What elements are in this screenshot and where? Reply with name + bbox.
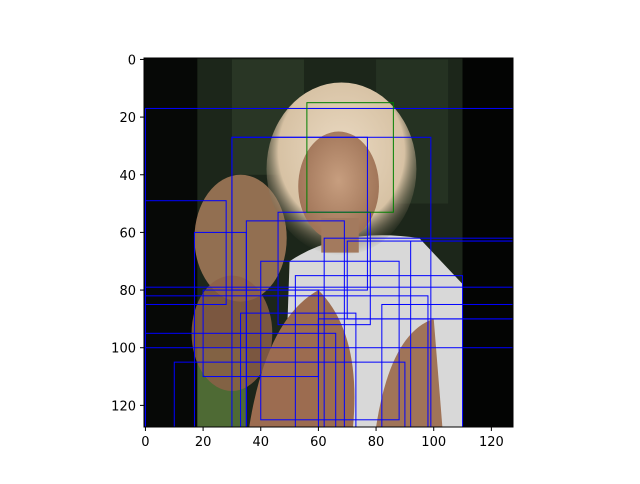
x-tick-label: 20: [195, 435, 212, 450]
y-tick-label: 40: [119, 169, 136, 184]
x-tick-label: 120: [479, 435, 504, 450]
image-face: [298, 131, 379, 242]
detection-box: [294, 275, 464, 427]
y-tick-label: 120: [111, 399, 136, 414]
image-second-child-head: [194, 174, 287, 302]
detection-box: [245, 220, 345, 427]
detection-box: [381, 303, 513, 427]
detection-box: [410, 240, 513, 427]
image-arm-right: [376, 318, 443, 427]
x-tick-label: 100: [421, 435, 446, 450]
x-tick-label: 80: [368, 435, 385, 450]
image-neck: [321, 217, 359, 253]
detection-box: [173, 361, 406, 427]
y-tick-label: 0: [128, 53, 136, 68]
detection-box: [317, 318, 513, 427]
detection-box: [260, 260, 400, 421]
x-tick-label: 60: [310, 435, 327, 450]
y-tick-label: 20: [119, 111, 136, 126]
detection-box: [144, 200, 227, 305]
image-right-shadow: [462, 58, 513, 427]
detection-box: [323, 237, 513, 427]
image: [144, 58, 513, 427]
face-box: [306, 102, 394, 213]
x-axis: 0 20 40 60 80 100 120: [141, 427, 504, 450]
y-tick-label: 60: [119, 226, 136, 241]
y-tick-label: 100: [111, 342, 136, 357]
y-tick-label: 80: [119, 284, 136, 299]
axes-frame: [143, 57, 514, 428]
boxes-layer: [144, 102, 513, 427]
y-axis: 0 20 40 60 80 100 120: [111, 53, 144, 414]
x-tick-label: 40: [252, 435, 269, 450]
x-tick-label: 0: [141, 435, 149, 450]
detection-box: [240, 312, 357, 427]
